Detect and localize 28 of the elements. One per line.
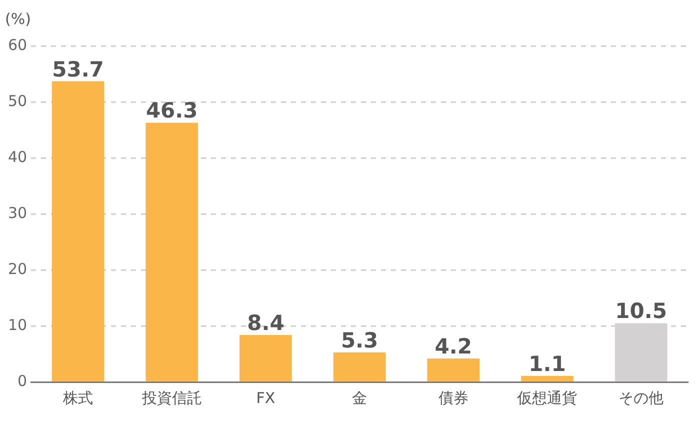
y-tick-label: 10: [8, 316, 28, 334]
x-tick-label: 金: [352, 388, 368, 407]
y-tick-label: 60: [8, 36, 28, 54]
y-tick-label: 50: [8, 92, 28, 110]
data-label: 46.3: [146, 98, 198, 123]
bar: [333, 352, 386, 382]
x-tick-label: 債券: [438, 388, 468, 407]
data-label: 53.7: [52, 57, 104, 82]
data-label: 10.5: [615, 299, 667, 324]
bar: [240, 334, 292, 382]
bar: [146, 122, 198, 382]
y-axis-title: (%): [5, 10, 31, 28]
y-tick-label: 20: [8, 260, 28, 278]
x-tick-label: 投資信託: [140, 388, 202, 407]
y-tick-label: 30: [8, 204, 28, 222]
data-label: 5.3: [340, 328, 378, 352]
y-tick-label: 0: [18, 372, 28, 390]
y-tick-label: 40: [8, 148, 28, 166]
x-tick-label: その他: [618, 388, 664, 407]
x-tick-label: 仮想通貨: [516, 388, 578, 407]
bar: [427, 358, 480, 382]
data-label: 4.2: [434, 334, 472, 358]
x-tick-label: 株式: [62, 388, 94, 407]
x-tick-label: FX: [256, 388, 276, 407]
data-label: 8.4: [247, 310, 284, 335]
bar: [521, 376, 574, 382]
data-label: 1.1: [528, 352, 566, 376]
bar: [52, 81, 104, 382]
